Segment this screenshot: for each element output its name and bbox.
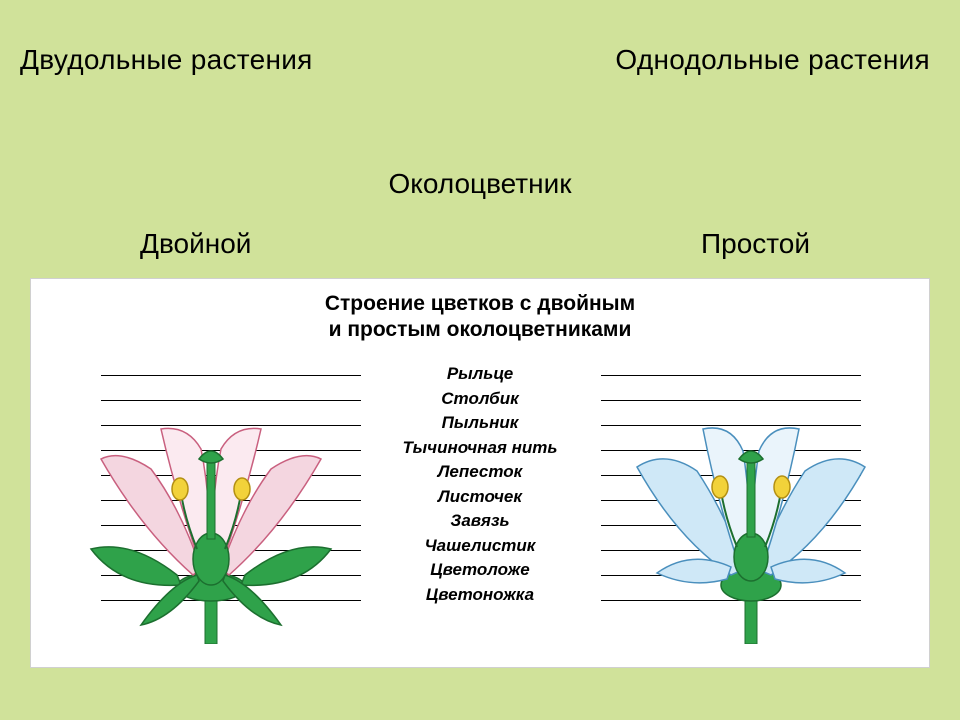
panel-title: Строение цветков с двойным и простым око… <box>31 279 929 344</box>
part-label: Тычиночная нить <box>350 439 610 456</box>
part-label: Чашелистик <box>350 537 610 554</box>
part-label: Столбик <box>350 390 610 407</box>
panel-title-line1: Строение цветков с двойным <box>325 292 635 315</box>
type-double: Двойной <box>140 228 251 260</box>
panel-title-line2: и простым околоцветниками <box>329 318 632 341</box>
part-label: Рыльце <box>350 365 610 382</box>
top-headings-row: Двудольные растения Однодольные растения <box>0 44 960 76</box>
part-label: Лепесток <box>350 463 610 480</box>
label-line-right <box>601 375 861 376</box>
type-simple: Простой <box>701 228 810 260</box>
part-label: Листочек <box>350 488 610 505</box>
part-label: Пыльник <box>350 414 610 431</box>
part-label: Завязь <box>350 512 610 529</box>
perianth-section-title: Околоцветник <box>0 168 960 200</box>
flower-structure-panel: Строение цветков с двойным и простым око… <box>30 278 930 668</box>
label-line-left <box>101 375 361 376</box>
heading-dicot: Двудольные растения <box>20 44 313 76</box>
part-label: Цветоложе <box>350 561 610 578</box>
flower-double-perianth-icon <box>81 389 341 644</box>
parts-labels-column: Рыльце Столбик Пыльник Тычиночная нить Лепес… <box>350 365 610 610</box>
part-label: Цветоножка <box>350 586 610 603</box>
heading-monocot: Однодольные растения <box>615 44 930 76</box>
flower-simple-perianth-icon <box>621 389 881 644</box>
